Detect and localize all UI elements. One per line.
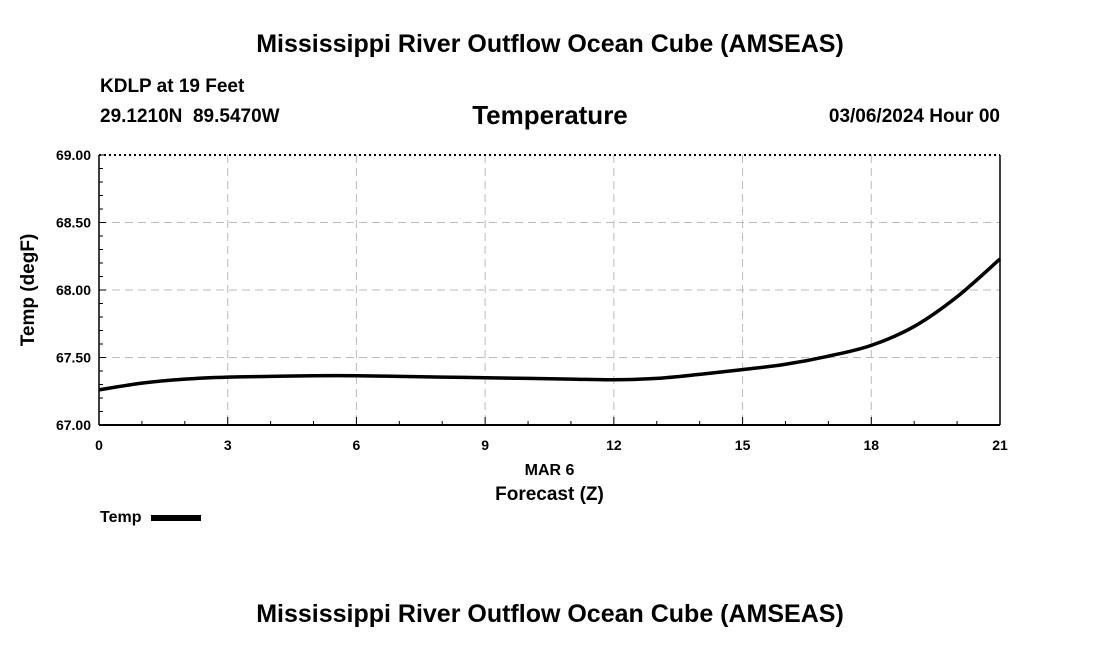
y-tick-label: 67.00: [56, 417, 91, 433]
chart-title: Temperature: [472, 100, 628, 130]
temp-series-line: [98, 257, 1002, 392]
x-tick-label: 3: [224, 437, 232, 453]
x-tick-label: 15: [735, 437, 751, 453]
forecast-datetime: 03/06/2024 Hour 00: [828, 106, 1000, 127]
y-axis-label: Temp (degF): [18, 234, 39, 347]
y-tick-label: 68.00: [56, 282, 91, 298]
x-tick-label: 9: [481, 437, 489, 453]
y-tick-label: 68.50: [56, 215, 91, 231]
bottom-title: Mississippi River Outflow Ocean Cube (AM…: [256, 600, 844, 628]
legend-label: Temp: [100, 509, 142, 526]
x-tick-label: 6: [353, 437, 361, 453]
main-title: Mississippi River Outflow Ocean Cube (AM…: [256, 30, 844, 58]
legend: Temp: [100, 509, 202, 527]
x-tick-label: 12: [606, 437, 622, 453]
x-tick-label: 0: [95, 437, 103, 453]
station-label: KDLP at 19 Feet: [100, 76, 245, 97]
coordinates-label: 29.1210N 89.5470W: [100, 106, 280, 127]
legend-swatch: [151, 515, 202, 521]
y-tick-label: 67.50: [56, 350, 91, 366]
x-tick-label: 21: [992, 437, 1008, 453]
x-tick-label: 18: [863, 437, 879, 453]
x-axis-label: Forecast (Z): [495, 484, 604, 505]
y-tick-label: 69.00: [56, 147, 91, 163]
x-date-label: MAR 6: [525, 462, 575, 479]
